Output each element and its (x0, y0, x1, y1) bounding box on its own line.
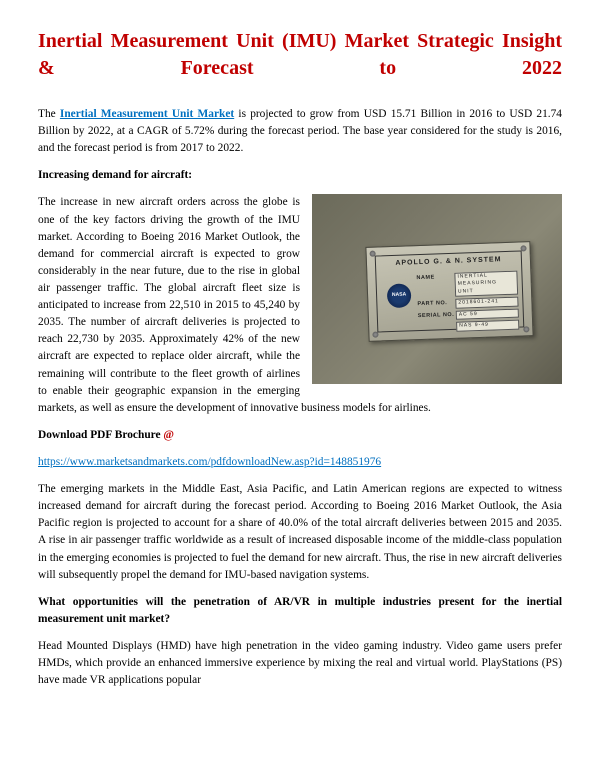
market-link[interactable]: Inertial Measurement Unit Market (60, 108, 234, 120)
subhead-arvr: What opportunities will the penetration … (38, 594, 562, 628)
download-label: Download PDF Brochure @ (38, 427, 562, 444)
body3-paragraph: Head Mounted Displays (HMD) have high pe… (38, 638, 562, 689)
at-sign: @ (163, 429, 174, 441)
intro-paragraph: The Inertial Measurement Unit Market is … (38, 106, 562, 157)
plate-row: NAS 9-49 (414, 319, 523, 334)
page-title: Inertial Measurement Unit (IMU) Market S… (38, 28, 562, 82)
download-text: Download PDF Brochure (38, 429, 163, 441)
body-with-image: APOLLO G. & N. SYSTEM NASA NAMEINERTIAL … (38, 194, 562, 416)
download-pdf-link[interactable]: https://www.marketsandmarkets.com/pdfdow… (38, 454, 562, 471)
intro-pre: The (38, 108, 60, 120)
plate-header: APOLLO G. & N. SYSTEM (376, 252, 521, 271)
subhead-aircraft: Increasing demand for aircraft: (38, 167, 562, 184)
nameplate: APOLLO G. & N. SYSTEM NASA NAMEINERTIAL … (365, 242, 533, 343)
nasa-logo-icon: NASA (387, 284, 412, 309)
body2-paragraph: The emerging markets in the Middle East,… (38, 481, 562, 584)
imu-hardware-image: APOLLO G. & N. SYSTEM NASA NAMEINERTIAL … (312, 194, 562, 384)
